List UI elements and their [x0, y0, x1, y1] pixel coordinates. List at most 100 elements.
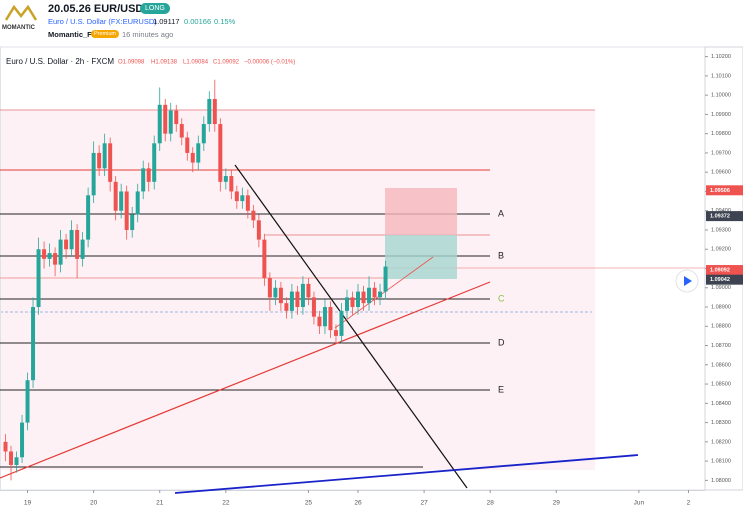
candle-body — [102, 143, 107, 169]
price: 1.09117 — [153, 17, 180, 26]
y-tick-label: 1.08900 — [711, 304, 731, 310]
candle-body — [190, 152, 195, 163]
author[interactable]: Momantic_FX — [48, 30, 97, 39]
candle-body — [42, 249, 47, 259]
candle-body — [135, 191, 140, 215]
y-tick-label: 1.08300 — [711, 420, 731, 426]
candle-body — [64, 239, 69, 250]
level-label: B — [498, 250, 504, 260]
y-tick-label: 1.10200 — [711, 54, 731, 60]
y-tick-label: 1.08800 — [711, 324, 731, 330]
legend-name: Euro / U.S. Dollar · 2h · FXCM — [6, 57, 114, 66]
y-tick-label: 1.08000 — [711, 478, 731, 484]
logo-mark — [4, 4, 38, 21]
candle-body — [262, 239, 267, 279]
candle-body — [267, 278, 272, 298]
level-label: D — [498, 337, 505, 347]
idea-title: 20.05.26 EUR/USD — [48, 3, 144, 15]
candle-body — [256, 220, 261, 240]
candle-body — [3, 441, 8, 452]
candle-body — [245, 195, 250, 211]
candle-body — [146, 168, 151, 182]
candle-body — [234, 191, 239, 202]
y-tick-label: 1.08600 — [711, 362, 731, 368]
logo: MOMANTIC — [2, 4, 40, 31]
logo-text: MOMANTIC — [2, 25, 35, 31]
change-pct: 0.15% — [214, 17, 236, 26]
price-tag-label: 1.09372 — [710, 214, 730, 220]
y-tick-label: 1.08100 — [711, 459, 731, 465]
candle-body — [356, 291, 361, 308]
y-tick-label: 1.10000 — [711, 93, 731, 99]
candle-body — [91, 152, 96, 196]
target-zone — [385, 235, 457, 279]
trend-line — [0, 281, 491, 479]
x-tick-label: 20 — [90, 500, 98, 507]
candle-body — [185, 137, 190, 153]
candle-body — [20, 422, 25, 458]
candle-body — [328, 307, 333, 331]
level-label: A — [498, 208, 504, 218]
candle-body — [75, 229, 80, 259]
candle-body — [168, 110, 173, 134]
candle-body — [14, 457, 19, 465]
candle-body — [367, 287, 372, 304]
y-tick-label: 1.08700 — [711, 343, 731, 349]
legend-change: −0.00006 (−0.01%) — [244, 60, 295, 66]
candle-body — [300, 283, 305, 308]
candle-body — [124, 191, 129, 230]
change: 0.00166 — [184, 17, 212, 26]
y-tick-label: 1.09000 — [711, 285, 731, 291]
candle-body — [273, 287, 278, 298]
y-tick-label: 1.09200 — [711, 247, 731, 253]
premium-badge: Premium — [91, 30, 120, 38]
candle-body — [284, 303, 289, 311]
x-tick-label: 28 — [487, 500, 495, 507]
candle-body — [378, 291, 383, 298]
candle-body — [350, 297, 355, 308]
legend-high: H1.09138 — [151, 60, 178, 66]
candle-body — [333, 330, 338, 336]
x-tick-label: 25 — [305, 500, 313, 507]
x-tick-label: 26 — [354, 500, 362, 507]
candle-body — [295, 291, 300, 308]
candle-body — [196, 143, 201, 163]
candle-body — [141, 168, 146, 192]
candle-body — [174, 110, 179, 125]
candle-body — [86, 195, 91, 240]
level-label: C — [498, 293, 505, 303]
y-tick-label: 1.08400 — [711, 401, 731, 407]
candle-body — [58, 239, 63, 265]
y-tick-label: 1.09600 — [711, 170, 731, 176]
candle-body — [157, 104, 162, 144]
candle-body — [113, 181, 118, 211]
level-label: E — [498, 384, 504, 394]
y-tick-label: 1.10100 — [711, 73, 731, 79]
candle-body — [306, 283, 311, 298]
candle-body — [119, 191, 124, 211]
legend-close: C1.09092 — [213, 60, 240, 66]
y-tick-label: 1.09900 — [711, 112, 731, 118]
symbol[interactable]: Euro / U.S. Dollar (FX:EURUSD) — [48, 17, 157, 26]
x-tick-label: 21 — [156, 500, 164, 507]
candle-body — [163, 104, 168, 134]
trend-line — [174, 454, 639, 494]
candle-body — [361, 291, 366, 304]
time-ago: 16 minutes ago — [122, 30, 174, 39]
candle-body — [201, 124, 206, 144]
candle-body — [229, 176, 234, 192]
projection-line — [334, 256, 434, 329]
candle-body — [179, 124, 184, 138]
x-tick-label: 22 — [222, 500, 230, 507]
candle-body — [317, 316, 322, 327]
x-tick-label: 29 — [553, 500, 561, 507]
candle-body — [130, 214, 135, 230]
candle-body — [251, 210, 256, 221]
legend-low: L1.09084 — [183, 60, 209, 66]
price-tag — [706, 274, 743, 285]
candle-body — [344, 297, 349, 311]
candle-body — [383, 266, 388, 292]
candle-body — [31, 307, 36, 381]
y-tick-label: 1.08500 — [711, 382, 731, 388]
